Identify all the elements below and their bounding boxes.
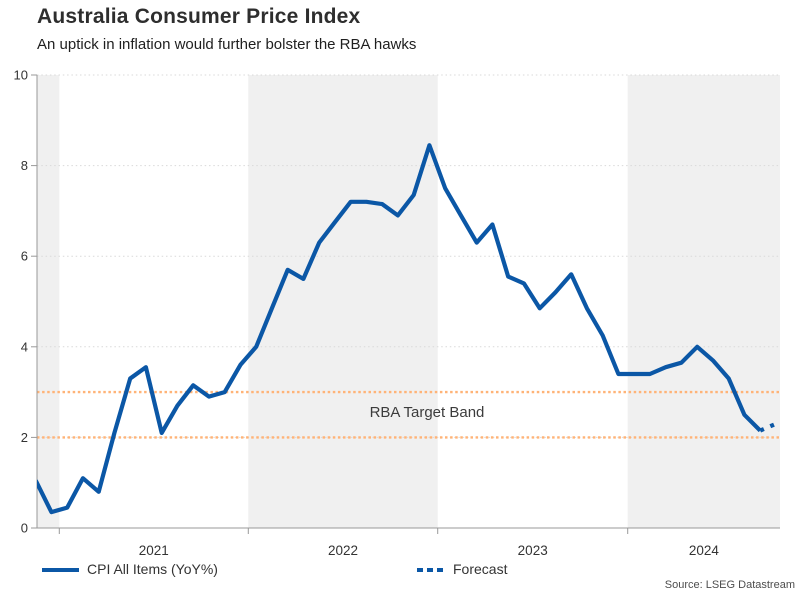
source-attribution: Source: LSEG Datastream bbox=[664, 579, 795, 591]
y-tick-label: 8 bbox=[21, 158, 28, 173]
y-tick-label: 2 bbox=[21, 430, 28, 445]
page-title: Australia Consumer Price Index bbox=[37, 5, 361, 28]
x-year-label: 2021 bbox=[139, 543, 169, 558]
x-year-label: 2024 bbox=[689, 543, 720, 558]
year-shade-band bbox=[37, 75, 60, 528]
cpi-line-swatch bbox=[42, 568, 79, 572]
x-year-label: 2023 bbox=[518, 543, 548, 558]
year-shade-band bbox=[248, 75, 438, 528]
forecast-dots-swatch bbox=[417, 568, 447, 572]
y-tick-label: 4 bbox=[21, 339, 28, 354]
chart-legend: CPI All Items (YoY%) Forecast bbox=[0, 560, 801, 582]
y-tick-label: 10 bbox=[14, 68, 28, 83]
legend-cpi-label: CPI All Items (YoY%) bbox=[87, 561, 218, 577]
page-subtitle: An uptick in inflation would further bol… bbox=[37, 36, 417, 53]
y-tick-label: 6 bbox=[21, 249, 28, 264]
y-tick-label: 0 bbox=[21, 521, 28, 536]
cpi-line bbox=[37, 143, 762, 515]
forecast-line bbox=[759, 421, 777, 433]
legend-forecast-label: Forecast bbox=[453, 561, 508, 577]
rba-target-band-label: RBA Target Band bbox=[369, 404, 485, 421]
year-shade-band bbox=[627, 75, 780, 528]
x-year-label: 2022 bbox=[328, 543, 358, 558]
